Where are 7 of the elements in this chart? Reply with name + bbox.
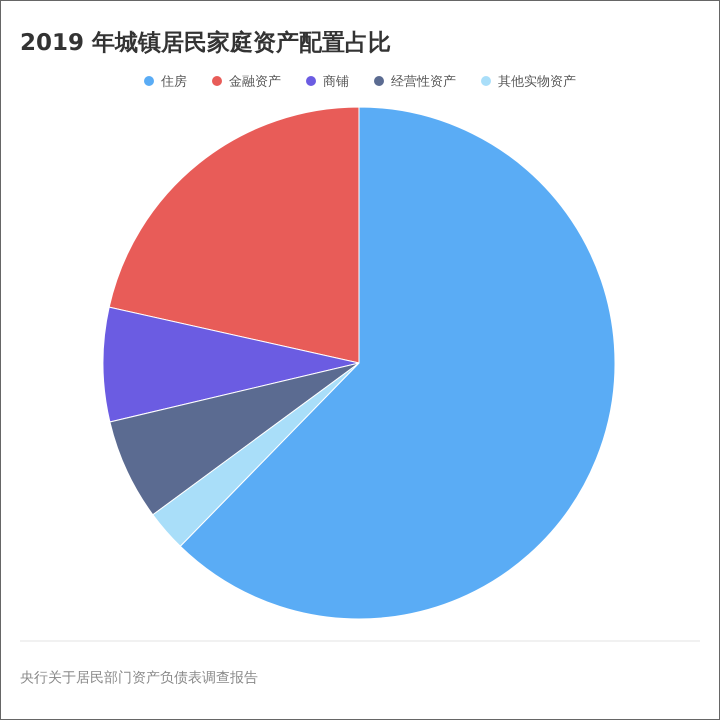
legend-label: 经营性资产: [391, 74, 456, 90]
legend-label: 其他实物资产: [498, 74, 576, 90]
text: 央行关于居民部门资产负债表调查报告: [20, 670, 258, 686]
chart-title: 2019 年城镇居民家庭资产配置占比: [20, 29, 392, 56]
legend-label: 金融资产: [229, 74, 281, 90]
legend-label: 商铺: [323, 74, 349, 90]
legend-label: 住房: [160, 74, 187, 90]
